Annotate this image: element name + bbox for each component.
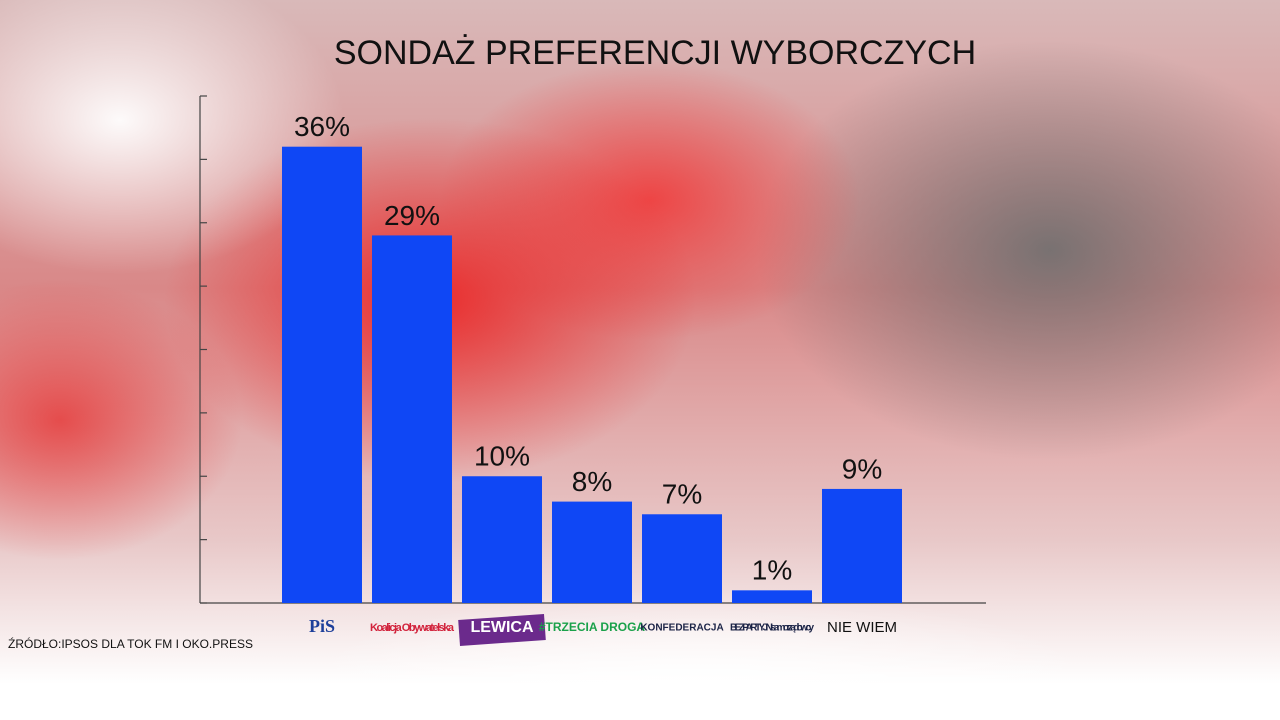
bar [732, 590, 812, 603]
x-tick-label: BEZPARTYJNI samorządowcy [730, 623, 814, 634]
value-label: 9% [842, 453, 882, 484]
value-label: 36% [294, 111, 350, 142]
bar [822, 488, 902, 603]
bar [372, 235, 452, 604]
value-label: 10% [474, 441, 530, 472]
x-tick-label: LEWICA [470, 619, 534, 636]
chart-title: SONDAŻ PREFERENCJI WYBORCZYCH [334, 34, 976, 72]
x-tick-label: KONFEDERACJA [640, 623, 723, 634]
value-label: 29% [384, 200, 440, 231]
bar [642, 514, 722, 603]
logo-background [458, 614, 546, 646]
value-label: 7% [662, 479, 702, 510]
value-label: 1% [752, 555, 792, 586]
value-label: 8% [572, 466, 612, 497]
bar [462, 476, 542, 603]
bar [282, 146, 362, 603]
source-note: ŹRÓDŁO:IPSOS DLA TOK FM I OKO.PRESS [8, 636, 253, 651]
x-tick-label: NIE WIEM [827, 619, 897, 636]
x-tick-label: #TRZECIA DROGA [539, 620, 646, 634]
x-tick-label: Koalicja Obywatelska [370, 622, 455, 634]
bar [552, 501, 632, 603]
x-tick-label: PiS [309, 616, 335, 636]
